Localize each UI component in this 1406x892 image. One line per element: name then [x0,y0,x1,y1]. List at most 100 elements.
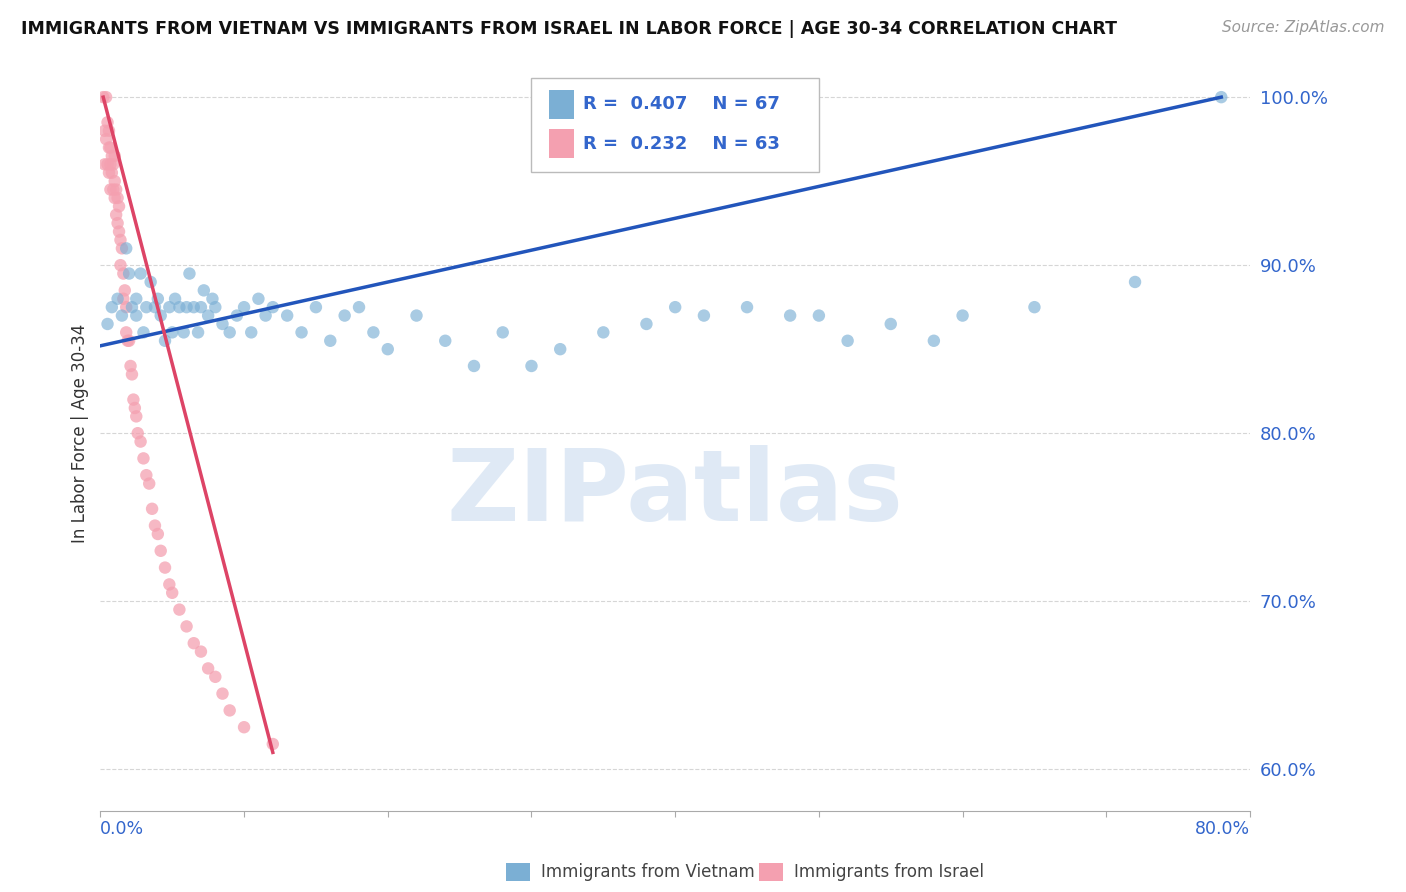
Point [922,334,945,348]
Point [93,157,115,171]
Point [118,267,141,281]
Point [218,326,240,340]
Point [636,317,658,331]
Point [94,90,117,104]
Text: IMMIGRANTS FROM VIETNAM VS IMMIGRANTS FROM ISRAEL IN LABOR FORCE | AGE 30-34 COR: IMMIGRANTS FROM VIETNAM VS IMMIGRANTS FR… [21,20,1118,37]
Point [592,326,614,340]
Point [93,124,115,138]
Point [143,300,166,314]
Point [173,326,195,340]
Point [94,132,117,146]
Point [233,300,256,314]
Point [100,157,122,171]
Point [96,317,118,331]
Point [211,687,233,701]
Text: 0.0%: 0.0% [100,820,145,838]
Point [204,300,226,314]
Point [121,368,143,382]
Point [112,267,135,281]
FancyBboxPatch shape [548,129,574,158]
Point [262,737,284,751]
Point [176,300,198,314]
FancyBboxPatch shape [531,78,818,172]
Point [190,645,212,659]
Point [98,124,121,138]
Point [98,140,121,154]
Point [132,451,155,466]
Point [434,334,457,348]
Point [157,300,180,314]
Point [153,334,176,348]
Text: R =  0.232    N = 63: R = 0.232 N = 63 [583,135,780,153]
Point [129,267,152,281]
Point [492,326,515,340]
Point [187,326,209,340]
Point [146,292,169,306]
Text: Source: ZipAtlas.com: Source: ZipAtlas.com [1222,20,1385,35]
Point [139,275,162,289]
Point [122,392,145,407]
Point [463,359,485,373]
Point [149,309,172,323]
Point [105,183,128,197]
Point [115,300,138,314]
Point [305,300,328,314]
Point [115,241,138,255]
Point [157,577,180,591]
Point [548,342,571,356]
Y-axis label: In Labor Force | Age 30-34: In Labor Force | Age 30-34 [72,324,89,543]
Point [103,183,125,197]
Point [107,191,129,205]
Point [779,309,801,323]
Point [143,518,166,533]
Point [176,619,198,633]
Point [111,309,134,323]
Point [125,309,148,323]
Point [952,309,974,323]
Text: ZIPatlas: ZIPatlas [447,445,904,542]
Point [125,409,148,424]
Point [101,300,124,314]
Bar [506,863,530,881]
Point [121,300,143,314]
Point [112,292,135,306]
Point [146,527,169,541]
Point [138,476,160,491]
Point [201,292,224,306]
Point [135,468,157,483]
Point [276,309,298,323]
FancyBboxPatch shape [548,90,574,119]
Point [377,342,399,356]
Point [153,560,176,574]
Point [211,317,233,331]
Point [105,208,128,222]
Point [107,216,129,230]
Point [108,225,131,239]
Point [103,157,125,171]
Point [262,300,284,314]
Point [101,149,124,163]
Point [204,670,226,684]
Point [837,334,859,348]
Point [160,326,183,340]
Point [183,300,205,314]
Point [254,309,277,323]
Point [169,300,191,314]
Point [183,636,205,650]
Point [1211,90,1233,104]
Point [160,586,183,600]
Point [520,359,543,373]
Point [290,326,312,340]
Point [110,258,132,272]
Point [247,292,270,306]
Point [190,300,212,314]
Point [169,602,191,616]
Text: 80.0%: 80.0% [1195,820,1250,838]
Point [110,233,132,247]
Point [111,241,134,255]
Point [664,300,686,314]
Point [120,359,142,373]
Point [104,149,127,163]
Point [197,309,219,323]
Point [333,309,356,323]
